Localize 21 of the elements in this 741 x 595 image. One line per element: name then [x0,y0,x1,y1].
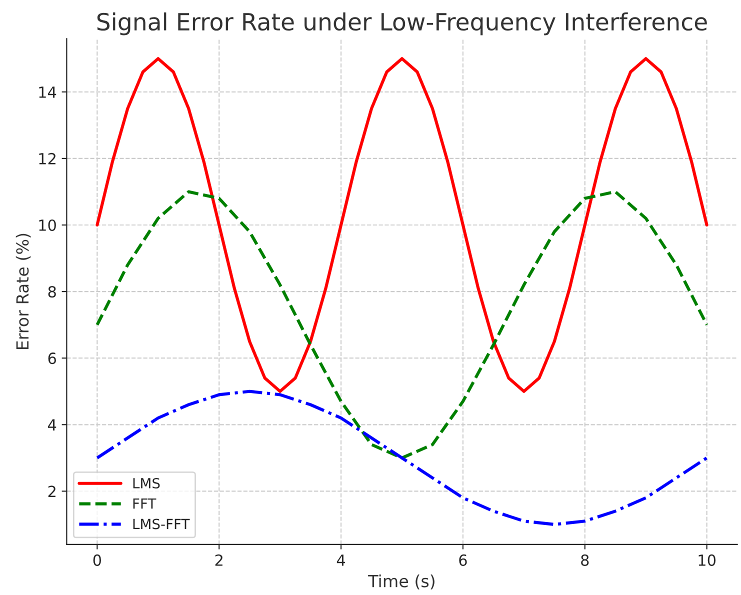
x-tick-label: 2 [215,554,222,566]
x-tick-label: 4 [336,554,346,566]
legend-label: LMS-FFT [133,518,190,530]
legend-label: FFT [133,498,156,509]
y-tick-label: 10 [39,219,56,232]
y-tick-label: 12 [39,152,56,164]
y-tick-label: 6 [48,352,56,364]
x-tick-label: 6 [459,554,467,566]
y-axis-title: Error Rate (%) [16,234,31,350]
line-series [96,190,708,460]
y-tick-label: 4 [48,419,56,430]
line-series [96,57,708,393]
y-tick-label: 14 [39,86,56,98]
y-tick-label: 2 [48,486,56,497]
x-tick-label: 0 [93,554,102,566]
y-tick-label: 8 [48,286,56,298]
x-tick-label: 10 [698,554,716,566]
chart-title: Signal Error Rate under Low-Frequency Interference [97,12,707,36]
legend-label: LMS [133,478,160,488]
x-tick-label: 8 [581,554,589,566]
x-axis-title: Time (s) [368,574,434,590]
